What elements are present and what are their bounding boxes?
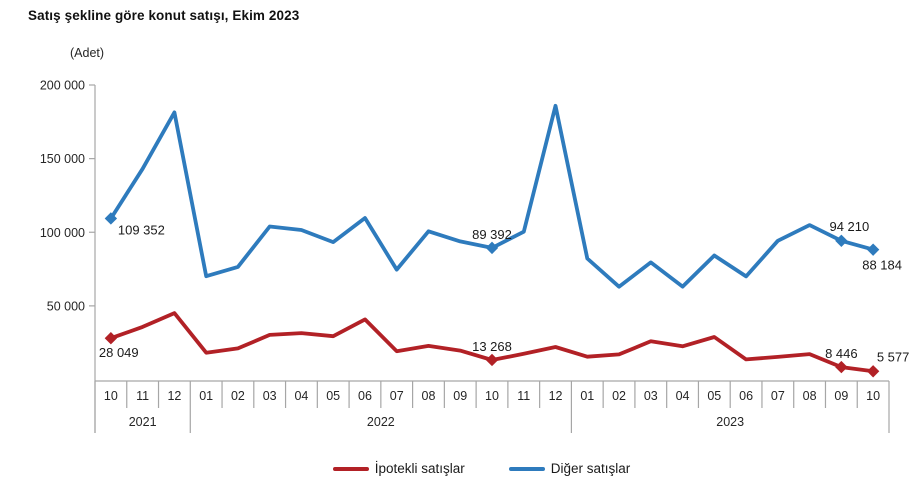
svg-text:10: 10 <box>485 389 499 403</box>
svg-text:109 352: 109 352 <box>118 222 165 237</box>
unit-label: (Adet) <box>70 46 105 60</box>
svg-text:05: 05 <box>707 389 721 403</box>
svg-text:08: 08 <box>803 389 817 403</box>
svg-text:09: 09 <box>834 389 848 403</box>
svg-text:8 446: 8 446 <box>825 346 858 361</box>
svg-text:12: 12 <box>549 389 563 403</box>
svg-text:150 000: 150 000 <box>40 152 85 166</box>
svg-text:03: 03 <box>644 389 658 403</box>
svg-text:11: 11 <box>517 389 530 403</box>
legend-item-ipotekli: İpotekli satışlar <box>332 461 465 476</box>
svg-text:06: 06 <box>739 389 753 403</box>
svg-text:02: 02 <box>612 389 626 403</box>
svg-text:02: 02 <box>231 389 245 403</box>
svg-text:04: 04 <box>676 389 690 403</box>
svg-text:2022: 2022 <box>367 415 395 429</box>
svg-text:10: 10 <box>104 389 118 403</box>
svg-text:13 268: 13 268 <box>472 339 512 354</box>
svg-text:11: 11 <box>136 389 149 403</box>
diger-line-swatch <box>508 466 545 471</box>
svg-text:88 184: 88 184 <box>862 258 902 273</box>
svg-text:28 049: 28 049 <box>99 345 139 360</box>
chart-title: Satış şekline göre konut satışı, Ekim 20… <box>28 8 300 23</box>
svg-text:07: 07 <box>390 389 404 403</box>
legend: İpotekli satışlar Diğer satışlar <box>0 461 917 476</box>
svg-text:94 210: 94 210 <box>829 219 869 234</box>
svg-text:100 000: 100 000 <box>40 226 85 240</box>
svg-text:09: 09 <box>453 389 467 403</box>
line-chart: 50 000 100 000 150 000 200 000 10 11 12 01 02 03 0… <box>40 79 910 433</box>
svg-text:06: 06 <box>358 389 372 403</box>
svg-text:01: 01 <box>580 389 594 403</box>
legend-label-ipotekli: İpotekli satışlar <box>374 461 465 476</box>
ipotekli-line-swatch <box>332 466 369 471</box>
svg-text:2023: 2023 <box>716 415 744 429</box>
svg-text:200 000: 200 000 <box>40 79 85 93</box>
svg-text:01: 01 <box>199 389 213 403</box>
svg-text:12: 12 <box>167 389 181 403</box>
svg-text:10: 10 <box>866 389 880 403</box>
legend-label-diger: Diğer satışlar <box>550 461 631 476</box>
legend-item-diger: Diğer satışlar <box>508 461 631 476</box>
svg-text:50 000: 50 000 <box>47 299 85 313</box>
svg-text:5 577: 5 577 <box>877 349 910 364</box>
svg-text:2021: 2021 <box>129 415 157 429</box>
svg-text:08: 08 <box>422 389 436 403</box>
svg-text:89 392: 89 392 <box>472 227 512 242</box>
svg-text:03: 03 <box>263 389 277 403</box>
svg-text:04: 04 <box>294 389 308 403</box>
svg-text:07: 07 <box>771 389 785 403</box>
svg-text:05: 05 <box>326 389 340 403</box>
